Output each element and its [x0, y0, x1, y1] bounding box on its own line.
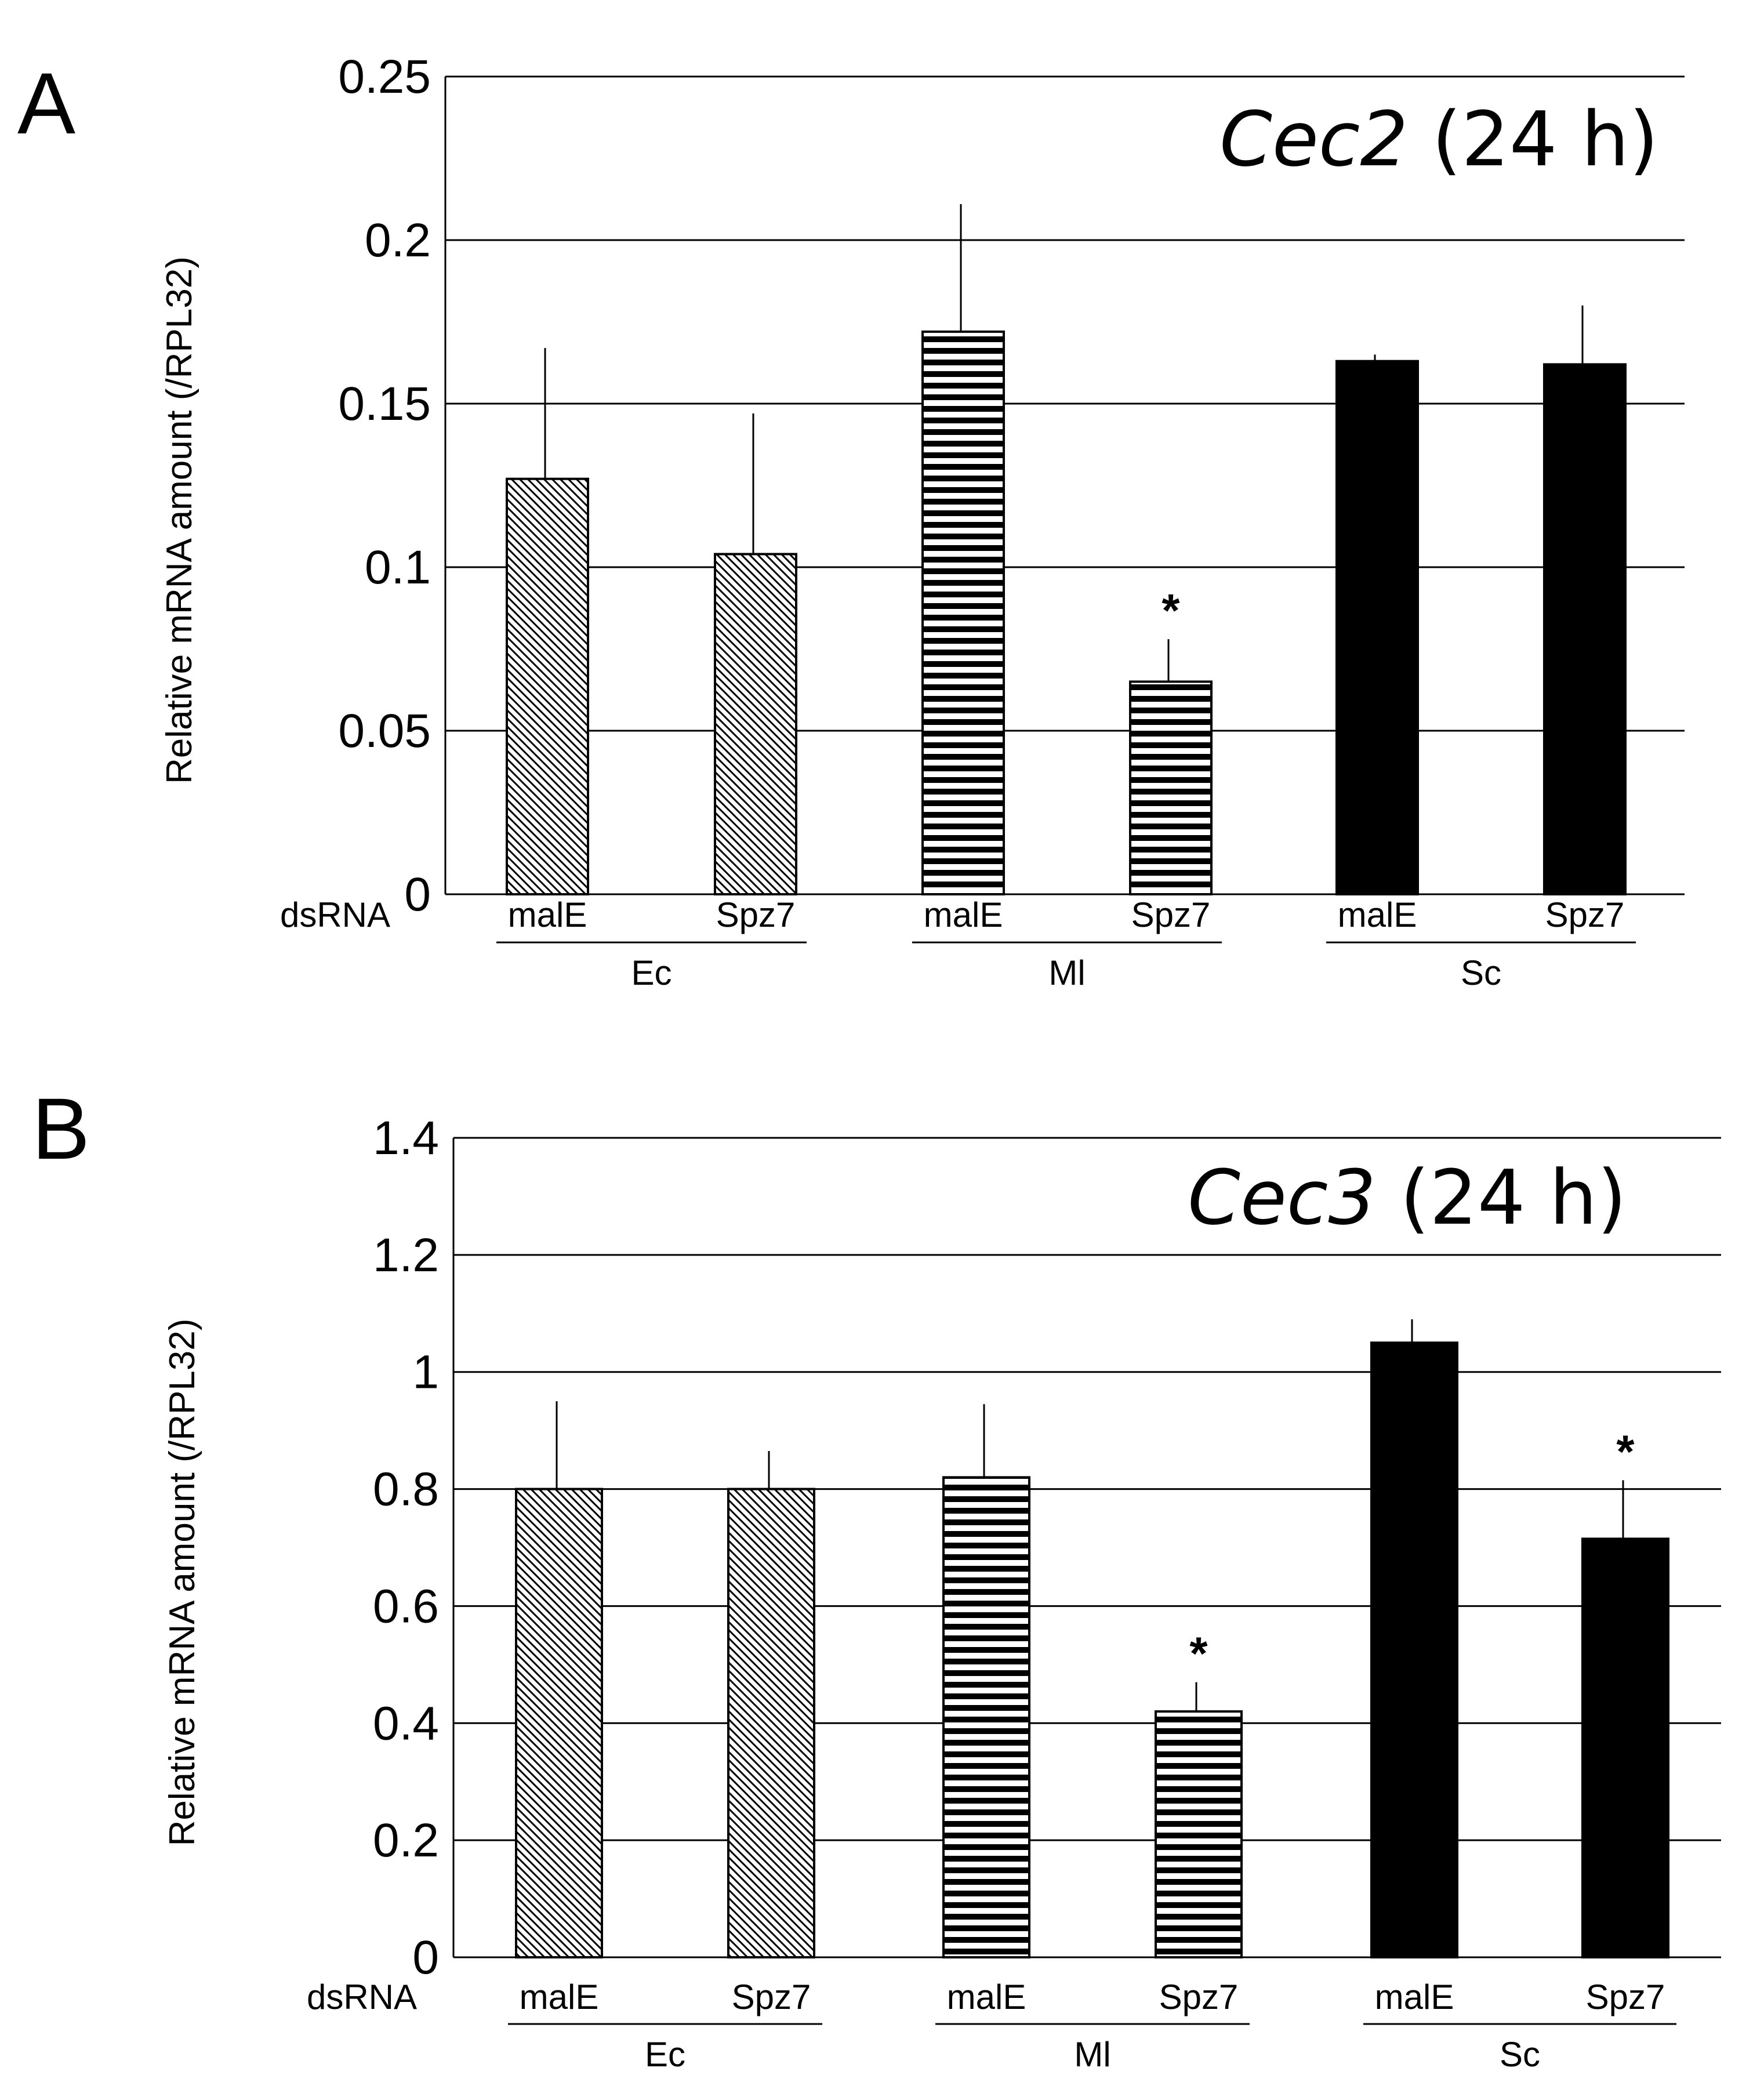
bar-ec-male — [506, 477, 589, 895]
significance-star: * — [1189, 1628, 1208, 1680]
bar-ml-spz7 — [1155, 1710, 1243, 1959]
y-tick-label: 0.2 — [373, 1814, 439, 1867]
y-tick-label: 0.05 — [338, 705, 431, 757]
x-prefix-label: dsRNA — [280, 895, 390, 934]
x-tick-label: Spz7 — [1586, 1978, 1665, 2016]
bar-ml-male — [942, 1476, 1030, 1958]
bar-sc-male — [1370, 1341, 1458, 1958]
chart-title: Cec3 (24 h) — [1188, 1153, 1627, 1242]
group-label: Sc — [1500, 2035, 1540, 2074]
significance-star: * — [1162, 585, 1180, 636]
group-label: Ml — [1048, 953, 1085, 992]
group-label: Sc — [1461, 953, 1501, 992]
x-tick-label: malE — [508, 895, 587, 934]
bar-ec-male — [515, 1488, 603, 1959]
chart-title-suffix: (24 h) — [1408, 95, 1658, 183]
group-label: Ec — [631, 953, 672, 992]
y-tick-label: 0 — [412, 1931, 439, 1984]
bar-sc-male — [1335, 360, 1419, 895]
bar-ec-spz7 — [727, 1488, 815, 1959]
y-tick-label: 0.25 — [338, 50, 431, 103]
chart-panel-b: B 0 0.2 0.4 0.6 0.8 1 1.2 1.4 Relative mRNA amoun… — [32, 1080, 1721, 2074]
y-tick-label: 0.4 — [373, 1697, 439, 1750]
panel-letter: A — [17, 55, 75, 152]
y-tick-label: 0.2 — [365, 214, 431, 267]
y-tick-label: 0 — [404, 868, 431, 921]
x-tick-label: malE — [924, 895, 1003, 934]
x-tick-label: malE — [1338, 895, 1417, 934]
significance-star: * — [1616, 1425, 1635, 1477]
y-tick-label: 1.2 — [373, 1229, 439, 1282]
y-axis-label: Relative mRNA amount (/RPL32) — [162, 1319, 202, 1847]
x-prefix-label: dsRNA — [307, 1978, 417, 2016]
chart-title-gene: Cec2 — [1219, 95, 1408, 183]
x-tick-label: Spz7 — [732, 1978, 811, 2016]
y-tick-label: 0.1 — [365, 541, 431, 594]
chart-title-suffix: (24 h) — [1376, 1153, 1627, 1242]
group-label: Ml — [1074, 2035, 1110, 2074]
y-tick-label: 0.15 — [338, 378, 431, 430]
y-tick-label: 1 — [412, 1346, 439, 1399]
group-label: Ec — [645, 2035, 685, 2074]
bar-ml-spz7 — [1129, 680, 1213, 896]
bar-ml-male — [921, 330, 1005, 895]
bar-sc-spz7 — [1543, 363, 1627, 895]
y-tick-label: 0.6 — [373, 1580, 439, 1633]
x-tick-label: Spz7 — [1159, 1978, 1239, 2016]
x-tick-label: Spz7 — [1131, 895, 1211, 934]
x-tick-label: malE — [520, 1978, 599, 2016]
x-tick-label: malE — [1375, 1978, 1454, 2016]
chart-panel-a: A 0 0.05 0.1 0.15 0.2 0.25 Relative mRNA amount… — [17, 50, 1685, 992]
panel-letter: B — [32, 1080, 90, 1177]
y-tick-label: 0.8 — [373, 1463, 439, 1516]
bar-ec-spz7 — [714, 553, 797, 895]
chart-title: Cec2 (24 h) — [1219, 95, 1658, 183]
x-tick-label: malE — [947, 1978, 1026, 2016]
chart-title-gene: Cec3 — [1188, 1153, 1376, 1242]
y-tick-label: 1.4 — [373, 1112, 439, 1165]
bar-sc-spz7 — [1581, 1537, 1669, 1958]
x-tick-label: Spz7 — [716, 895, 796, 934]
x-tick-label: Spz7 — [1545, 895, 1625, 934]
y-axis-label: Relative mRNA amount (/RPL32) — [159, 256, 199, 784]
